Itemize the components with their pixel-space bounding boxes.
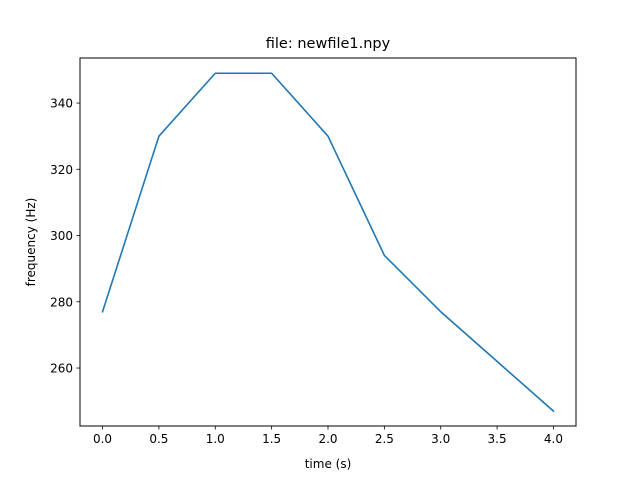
x-tick-label: 2.0 <box>318 432 337 446</box>
plot-area <box>101 72 555 413</box>
y-tick-label: 260 <box>50 362 73 376</box>
x-axis-ticks: 0.0 0.5 1.0 1.5 2.0 2.5 3.0 3.5 4.0 <box>93 426 563 446</box>
x-tick-label: 4.0 <box>544 432 563 446</box>
x-tick-label: 3.5 <box>488 432 507 446</box>
chart-title: file: newfile1.npy <box>266 36 391 52</box>
y-tick-label: 340 <box>50 97 73 111</box>
y-axis-ticks: 260 280 300 320 340 <box>50 97 80 376</box>
series-line <box>101 72 555 413</box>
y-tick-label: 320 <box>50 163 73 177</box>
x-tick-label: 1.5 <box>262 432 281 446</box>
x-axis-label: time (s) <box>305 457 352 471</box>
x-tick-label: 0.5 <box>149 432 168 446</box>
y-tick-label: 280 <box>50 295 73 309</box>
x-tick-label: 0.0 <box>93 432 112 446</box>
x-tick-label: 2.5 <box>375 432 394 446</box>
y-axis-label: frequency (Hz) <box>24 198 38 287</box>
x-tick-label: 3.0 <box>431 432 450 446</box>
x-tick-label: 1.0 <box>206 432 225 446</box>
y-tick-label: 300 <box>50 229 73 243</box>
plot-frame <box>79 57 577 427</box>
